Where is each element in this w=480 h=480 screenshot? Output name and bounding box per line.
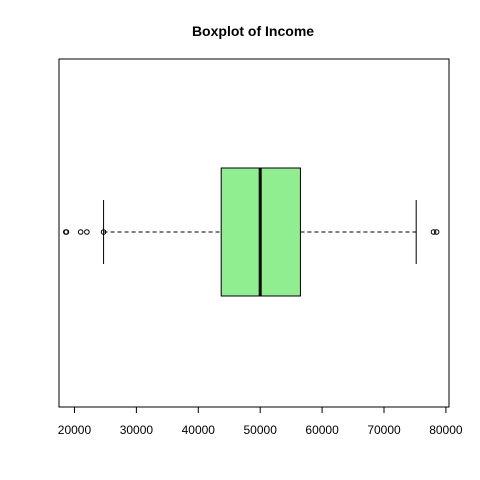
x-tick-label: 60000: [305, 423, 339, 437]
x-tick-label: 30000: [120, 423, 154, 437]
outlier-point: [63, 229, 70, 235]
x-axis: 20000 30000 40000 50000 60000 70000 80000: [58, 406, 463, 437]
x-tick-label: 80000: [429, 423, 463, 437]
boxplot-marks: [63, 167, 440, 297]
x-tick-label: 70000: [367, 423, 401, 437]
outlier-point: [84, 229, 90, 235]
x-tick-label: 20000: [58, 423, 92, 437]
x-tick-label: 40000: [182, 423, 216, 437]
outlier-point: [100, 229, 107, 235]
chart-title: Boxplot of Income: [192, 23, 314, 39]
outlier-point: [77, 229, 84, 235]
outlier-point: [430, 229, 437, 235]
outlier-point: [433, 229, 440, 235]
x-tick-label: 50000: [244, 423, 278, 437]
